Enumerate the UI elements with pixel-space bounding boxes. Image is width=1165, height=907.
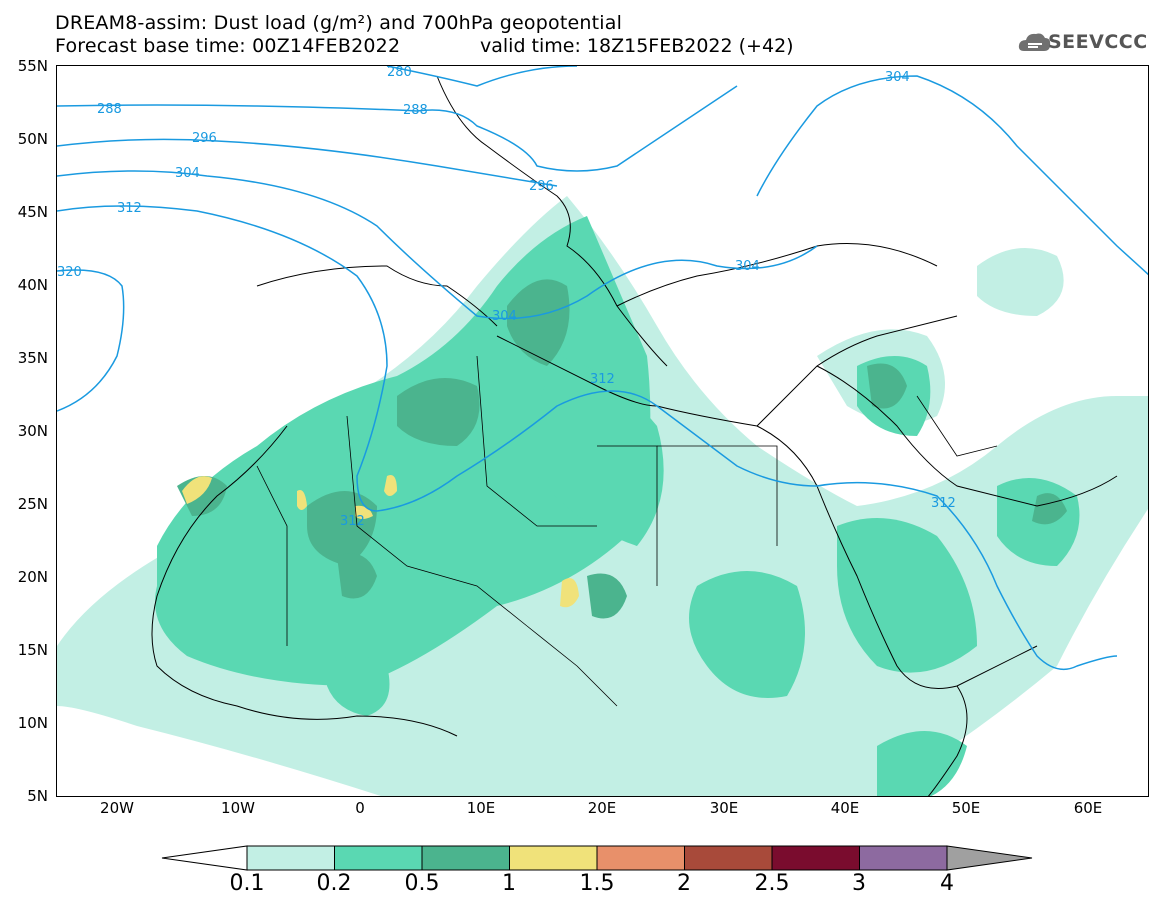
colorbar-arrow-low [161,845,248,871]
contour-label: 296 [529,179,554,194]
colorbar-segment [334,845,423,871]
forecast-base-time: Forecast base time: 00Z14FEB2022 [55,35,401,57]
colorbar-segment [421,845,510,871]
colorbar-label: 2.5 [754,871,790,896]
lat-label: 30N [17,422,48,440]
valid-time: valid time: 18Z15FEB2022 (+42) [480,35,794,57]
lat-label: 55N [17,57,48,75]
lat-label: 40N [17,276,48,294]
lon-label: 30E [709,799,739,817]
dust-layer-dense [177,279,1067,619]
geopotential-contours [57,66,1148,671]
colorbar-segment [509,845,598,871]
lat-label: 15N [17,641,48,659]
lon-label: 20E [587,799,617,817]
lon-label: 50E [951,799,981,817]
contour-label: 296 [192,131,217,146]
lon-label: 10E [466,799,496,817]
contour-label: 288 [97,102,122,117]
lon-label: 20W [100,799,134,817]
colorbar-label: 3 [852,871,866,896]
dust-map: 280 288 288 296 296 304 304 304 304 312 … [57,66,1148,796]
map-panel: 280 288 288 296 296 304 304 304 304 312 … [56,65,1149,797]
lon-label: 60E [1073,799,1103,817]
lon-label: 0 [355,799,365,817]
lat-label: 25N [17,495,48,513]
colorbar-label: 4 [940,871,954,896]
contour-label: 280 [387,66,412,80]
colorbar-segment [246,845,335,871]
contour-label: 312 [340,514,365,529]
colorbar [161,845,1033,871]
lon-label: 40E [830,799,860,817]
colorbar-label: 0.2 [316,871,352,896]
colorbar-segment [771,845,860,871]
lat-label: 45N [17,203,48,221]
lat-label: 35N [17,349,48,367]
lat-label: 50N [17,130,48,148]
colorbar-label: 1.5 [579,871,615,896]
contour-labels: 280 288 288 296 296 304 304 304 304 312 … [57,66,956,529]
colorbar-segment [859,845,948,871]
colorbar-segment [596,845,685,871]
contour-label: 288 [403,103,428,118]
colorbar-label: 0.1 [229,871,265,896]
country-borders [256,355,998,707]
colorbar-label: 2 [677,871,691,896]
chart-title: DREAM8-assim: Dust load (g/m²) and 700hP… [55,12,623,34]
contour-label: 312 [117,201,142,216]
lon-label: 10W [221,799,255,817]
lat-label: 20N [17,568,48,586]
lat-label: 10N [17,714,48,732]
colorbar-label: 0.5 [404,871,440,896]
contour-label: 304 [492,309,517,324]
lat-label: 5N [27,787,48,805]
colorbar-segment [684,845,773,871]
contour-label: 312 [590,372,615,387]
contour-label: 312 [931,496,956,511]
contour-label: 320 [57,265,82,280]
colorbar-label: 1 [502,871,516,896]
contour-label: 304 [885,70,910,85]
logo-text: SEEVCCC [1048,31,1148,53]
contour-label: 304 [175,166,200,181]
contour-label: 304 [735,259,760,274]
cloud-logo-icon [1018,33,1051,51]
colorbar-arrow-high [946,845,1033,871]
